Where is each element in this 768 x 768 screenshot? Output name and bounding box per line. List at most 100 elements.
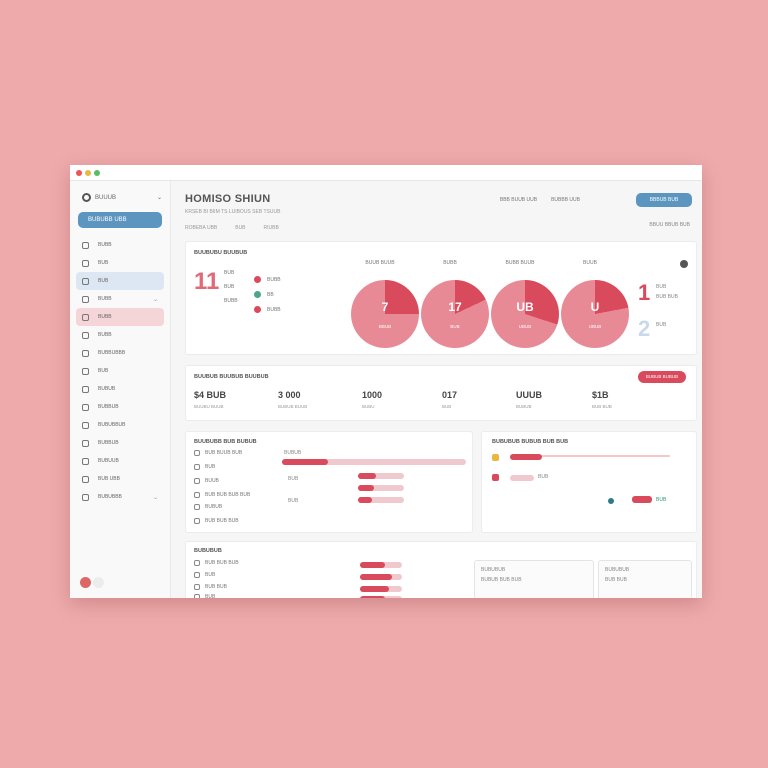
task-label: BUBUB: [205, 504, 223, 510]
sidebar-item-11[interactable]: BUBUBBUB: [76, 416, 164, 434]
pie-chart-4[interactable]: U UBUB: [561, 280, 629, 348]
stat-caption: BUBUB BUUB: [278, 404, 308, 409]
sidebar-item-6[interactable]: BUBB: [76, 326, 164, 344]
alert-badge: BUB: [656, 497, 667, 503]
task-row[interactable]: BUB: [194, 464, 215, 470]
settings-icon: [82, 493, 89, 501]
page-title: HOMISO SHIUN: [185, 193, 271, 205]
checkbox-icon[interactable]: [194, 594, 200, 598]
sidebar-item-4[interactable]: BUBB ⌄: [76, 290, 164, 308]
info-icon[interactable]: [680, 260, 688, 268]
maximize-dot[interactable]: [94, 169, 100, 176]
checkbox-icon[interactable]: [194, 464, 200, 470]
stat-caption: BUUBU BUUB: [194, 404, 224, 409]
sidebar-item-10[interactable]: BUBBUB: [76, 398, 164, 416]
mini-panel-1[interactable]: BUBUBUB BUBUB BUB BUB: [474, 560, 594, 598]
right-stat-1: 1: [638, 280, 651, 305]
sidebar: BUUUB ⌄ BUBUBB UBB BUBB BUB BUB BUBB ⌄ BUBB BU…: [70, 181, 171, 598]
avatar-secondary[interactable]: [93, 577, 104, 588]
tab-1[interactable]: ROBEBA UBB: [185, 225, 218, 231]
sidebar-item-1[interactable]: BUBB: [76, 236, 164, 254]
list-title: BUBUBUB: [194, 548, 222, 554]
alert-track: [510, 475, 534, 481]
list-label: BUB: [205, 572, 216, 578]
mini-panel-title: BUBUBUB: [605, 567, 630, 573]
checkbox-icon[interactable]: [194, 560, 200, 566]
overview-title: BUUBUBU BUUBUB: [194, 250, 248, 256]
chevron-down-icon[interactable]: ⌄: [152, 494, 158, 501]
sidebar-item-2[interactable]: BUB: [76, 254, 164, 272]
stat-caption: BUBUB: [516, 404, 532, 409]
sidebar-item-9[interactable]: BUBUB: [76, 380, 164, 398]
main-content: HOMISO SHIUN KRSEB BI BIIM TS LUIBOUS SE…: [171, 181, 702, 598]
mini-panel-2[interactable]: BUBUBUB BUB BUB: [598, 560, 692, 598]
checkbox-icon[interactable]: [194, 450, 200, 456]
checkbox-icon[interactable]: [194, 504, 200, 510]
top-link-1[interactable]: BBB BUUB UUB: [499, 197, 538, 203]
sidebar-item-label: BUBUBBUB: [98, 422, 126, 428]
sidebar-item-14[interactable]: BUB UBB: [76, 470, 164, 488]
sidebar-item-7[interactable]: BUBBUBBB: [76, 344, 164, 362]
tasks-card: BUUBUBB BUB BUBUB BUBUB BUB BUUB BUB BUB B…: [185, 431, 473, 533]
checkbox-icon[interactable]: [194, 584, 200, 590]
list-row[interactable]: BUB BUB: [194, 584, 227, 590]
minimize-dot[interactable]: [85, 169, 91, 176]
tab-2[interactable]: BUB: [235, 225, 246, 231]
progress-track: [282, 459, 466, 465]
close-dot[interactable]: [76, 169, 82, 176]
summary-button[interactable]: BUBUB BUBUB: [638, 371, 686, 383]
sidebar-item-5[interactable]: BUBB: [76, 308, 164, 326]
pie-chart-1[interactable]: 7 BBUB: [351, 280, 419, 348]
progress-fill: [360, 562, 385, 568]
tab-3[interactable]: RIUBB: [263, 225, 279, 231]
top-link-2[interactable]: BUBBB UUB: [551, 197, 580, 203]
sidebar-item-13[interactable]: BUBUUB: [76, 452, 164, 470]
sidebar-nav: BUBB BUB BUB BUBB ⌄ BUBB BUBB BUBBUBBB BUB BUBUB B…: [70, 236, 170, 506]
list-row[interactable]: BUB BUB BUB: [194, 560, 239, 566]
task-row[interactable]: BUBUB: [194, 504, 222, 510]
task-row[interactable]: BUUB: [194, 478, 219, 484]
progress-track: [358, 473, 404, 479]
stat-value: 3 000: [278, 390, 301, 400]
progress-fill: [360, 596, 385, 598]
page-subtitle: KRSEB BI BIIM TS LUIBOUS SEB TSUUB: [185, 209, 281, 215]
doc-icon: [82, 439, 89, 447]
mini-panel-title: BUBUBUB: [481, 567, 506, 573]
sidebar-item-label: BUBUBBB: [98, 494, 122, 500]
checkbox-icon[interactable]: [194, 518, 200, 524]
warning-icon: [492, 454, 499, 461]
checkbox-icon[interactable]: [194, 492, 200, 498]
list-label: BUB: [205, 594, 216, 598]
summary-card: BUUBUB BUUBUB BUUBUB BUBUB BUBUB $4 BUB B…: [185, 365, 697, 421]
sidebar-item-12[interactable]: BUBBUB: [76, 434, 164, 452]
pie-chart-2[interactable]: 17 BUB: [421, 280, 489, 348]
task-label: BUB BUB BUB BUB: [205, 492, 251, 498]
sidebar-item-label: BUB: [98, 278, 109, 284]
sidebar-item-8[interactable]: BUB: [76, 362, 164, 380]
pie-value: 7: [381, 300, 389, 314]
pie-value: 17: [448, 300, 462, 314]
list-row[interactable]: BUB: [194, 594, 215, 598]
list-label: BUB BUB: [205, 584, 227, 590]
list-row[interactable]: BUB: [194, 572, 215, 578]
top-action-button[interactable]: BBBUB BUB: [636, 193, 692, 207]
progress-fill: [358, 497, 372, 503]
star-icon: [82, 457, 89, 465]
chevron-down-icon[interactable]: ⌄: [152, 296, 158, 303]
checkbox-icon[interactable]: [194, 478, 200, 484]
avatar[interactable]: [80, 577, 91, 588]
chevron-down-icon[interactable]: ⌄: [156, 195, 162, 201]
pie-chart-3[interactable]: UB UBUB: [491, 280, 559, 348]
tag-icon: [82, 385, 89, 393]
sidebar-item-3[interactable]: BUB: [76, 272, 164, 290]
sidebar-primary-button[interactable]: BUBUBB UBB: [78, 212, 162, 228]
task-row[interactable]: BUB BUB BUB BUB: [194, 492, 250, 498]
report-icon: [82, 313, 89, 321]
task-row[interactable]: BUB BUUB BUB: [194, 450, 242, 456]
stat-caption: BUBU: [362, 404, 375, 409]
bell-icon: [82, 421, 89, 429]
task-row[interactable]: BUB BUB BUB: [194, 518, 239, 524]
sidebar-item-15[interactable]: BUBUBBB ⌄: [76, 488, 164, 506]
checkbox-icon[interactable]: [194, 572, 200, 578]
stat-value: 017: [442, 390, 458, 400]
